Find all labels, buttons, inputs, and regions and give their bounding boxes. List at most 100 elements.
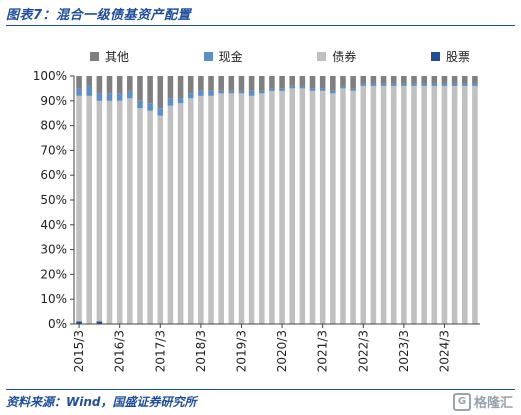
chart-title: 图表7：混合一级债基资产配置: [6, 8, 192, 23]
bar-segment-cash: [401, 83, 407, 86]
bar-segment-other: [167, 76, 174, 99]
bar-segment-cash: [279, 88, 285, 91]
legend-swatch: [203, 52, 213, 61]
bar-segment-other: [441, 76, 448, 84]
bar-segment-other: [177, 76, 184, 99]
bar-segment-bond: [390, 85, 397, 324]
bar-segment-other: [127, 76, 133, 91]
bar-segment-cash: [360, 83, 367, 86]
bar-segment-cash: [86, 85, 93, 96]
bar-segment-cash: [319, 88, 326, 91]
bar-segment-other: [208, 76, 214, 91]
bar-segment-bond: [330, 93, 336, 324]
bar-segment-cash: [472, 83, 478, 86]
legend-swatch: [317, 52, 327, 61]
x-tick-label: 2016/3: [113, 330, 127, 372]
bar-segment-bond: [76, 95, 82, 322]
bar-segment-cash: [127, 90, 133, 99]
bar-segment-bond: [269, 90, 275, 324]
bar-segment-other: [289, 76, 296, 86]
bar-segment-bond: [461, 85, 468, 324]
bar-segment-bond: [86, 95, 93, 324]
x-tick-label: 2017/3: [153, 330, 167, 372]
y-tick-label: 10%: [40, 292, 67, 306]
watermark: G 格隆汇: [452, 392, 513, 411]
bar-segment-bond: [309, 90, 316, 324]
bar-segment-cash: [208, 90, 214, 96]
x-tick-label: 2020/3: [275, 330, 289, 372]
bar-segment-cash: [441, 83, 448, 86]
bar-segment-bond: [228, 93, 235, 324]
x-tick-label: 2023/3: [397, 330, 411, 372]
bar-segment-cash: [421, 83, 427, 86]
x-tick-label: 2018/3: [194, 330, 208, 372]
bar-segment-stock: [76, 321, 82, 324]
bar-segment-bond: [340, 88, 346, 325]
bar-segment-other: [248, 76, 255, 91]
bar-segment-bond: [441, 85, 448, 324]
bar-segment-cash: [309, 88, 316, 91]
bar-segment-bond: [258, 93, 265, 324]
bar-segment-other: [137, 76, 143, 101]
bar-segment-cash: [167, 98, 174, 106]
bar-segment-other: [106, 76, 113, 94]
bar-segment-cash: [340, 85, 346, 89]
bar-segment-bond: [380, 85, 387, 324]
bar-segment-bond: [248, 95, 255, 324]
y-tick-label: 90%: [40, 94, 67, 108]
y-tick-label: 30%: [40, 243, 67, 257]
bar-segment-other: [198, 76, 204, 91]
bar-segment-other: [461, 76, 468, 84]
bar-segment-bond: [289, 88, 296, 325]
bar-segment-bond: [116, 100, 123, 324]
bar-segment-cash: [330, 90, 336, 94]
bar-segment-other: [319, 76, 326, 89]
legend-item: 债券: [317, 48, 356, 65]
bar-segment-bond: [198, 95, 204, 324]
legend-swatch: [430, 52, 440, 61]
bar-segment-other: [238, 76, 245, 91]
y-tick-label: 20%: [40, 267, 67, 281]
source-divider: [6, 389, 515, 390]
y-tick-label: 100%: [33, 69, 67, 83]
bar-segment-cash: [147, 103, 153, 111]
bar-segment-cash: [258, 90, 265, 94]
bar-segment-bond: [218, 93, 224, 324]
bar-segment-cash: [238, 90, 245, 94]
bar-segment-cash: [461, 83, 468, 86]
bar-segment-other: [279, 76, 285, 89]
bar-segment-bond: [411, 85, 417, 324]
x-tick-label: 2021/3: [316, 330, 330, 372]
bar-segment-bond: [279, 90, 285, 324]
x-tick-label: 2022/3: [356, 330, 370, 372]
bar-segment-cash: [431, 83, 438, 86]
bar-segment-other: [228, 76, 235, 91]
bar-segment-cash: [350, 88, 356, 91]
title-divider: [6, 25, 515, 26]
bar-segment-other: [360, 76, 367, 84]
x-tick-label: 2024/3: [437, 330, 451, 372]
bar-segment-other: [218, 76, 224, 91]
watermark-logo-icon: G: [452, 392, 471, 411]
bar-segment-cash: [370, 83, 377, 86]
bar-segment-other: [258, 76, 265, 91]
bar-segment-bond: [106, 100, 113, 324]
legend-item: 股票: [430, 48, 470, 65]
x-tick-label: 2019/3: [234, 330, 248, 372]
legend-swatch: [90, 52, 99, 61]
y-tick-label: 0%: [48, 317, 67, 331]
bar-segment-bond: [147, 110, 153, 324]
bar-segment-bond: [96, 100, 103, 322]
bar-segment-other: [86, 76, 93, 86]
bar-segment-other: [147, 76, 153, 104]
watermark-text: 格隆汇: [473, 396, 513, 411]
bar-segment-cash: [289, 85, 296, 89]
bar-segment-cash: [177, 98, 184, 104]
bar-segment-other: [411, 76, 417, 84]
bar-segment-other: [421, 76, 427, 84]
bar-segment-other: [96, 76, 103, 94]
bar-segment-other: [380, 76, 387, 84]
bar-segment-bond: [350, 90, 356, 324]
bar-segment-bond: [127, 98, 133, 324]
